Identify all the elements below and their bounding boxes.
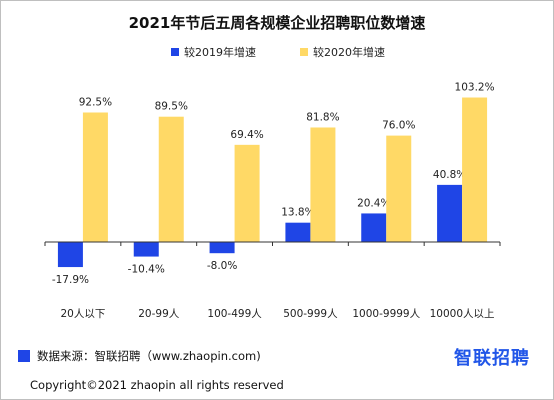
source-marker <box>18 350 30 362</box>
data-label-series-2-3: 81.8% <box>306 111 339 123</box>
bar-series-1-0 <box>57 242 83 268</box>
bar-series-2-3 <box>310 127 336 242</box>
bar-series-1-4 <box>361 213 387 242</box>
bar-series-2-5 <box>462 97 488 243</box>
legend-item-series-2: 较2020年增速 <box>300 44 385 60</box>
data-label-series-1-0: -17.9% <box>52 274 89 286</box>
brand-logo: 智联招聘 <box>454 348 530 369</box>
bar-series-1-2 <box>209 242 235 254</box>
chart-title: 2021年节后五周各规模企业招聘职位数增速 <box>128 14 426 32</box>
x-tick-label-4: 1000-9999人 <box>352 308 420 320</box>
data-label-series-2-4: 76.0% <box>382 120 415 132</box>
legend-label-series-2: 较2020年增速 <box>313 46 385 59</box>
x-tick-label-1: 20-99人 <box>138 308 180 320</box>
bar-series-1-3 <box>285 222 311 242</box>
data-label-series-2-1: 89.5% <box>155 101 188 113</box>
x-tick-label-3: 500-999人 <box>283 308 338 320</box>
bar-series-2-2 <box>234 144 260 242</box>
legend-swatch-series-2 <box>300 48 308 56</box>
data-source-text: 数据来源：智联招聘（www.zhaopin.com) <box>37 349 261 363</box>
bar-series-2-0 <box>82 112 108 242</box>
bar-series-1-5 <box>437 184 463 242</box>
data-label-series-1-4: 20.4% <box>357 197 390 209</box>
copyright-text: Copyright©2021 zhaopin all rights reserv… <box>30 378 284 392</box>
data-label-series-1-3: 13.8% <box>281 207 314 219</box>
legend-item-series-1: 较2019年增速 <box>171 44 256 60</box>
x-tick-label-0: 20人以下 <box>60 308 105 320</box>
data-label-series-2-2: 69.4% <box>230 129 263 141</box>
legend-label-series-1: 较2019年增速 <box>184 46 256 59</box>
x-tick-label-2: 100-499人 <box>207 308 262 320</box>
data-label-series-1-5: 40.8% <box>433 169 466 181</box>
chart-legend: 较2019年增速 较2020年增速 <box>0 44 554 60</box>
x-tick-label-5: 10000人以上 <box>430 308 495 320</box>
bar-series-1-1 <box>133 242 159 257</box>
data-label-series-1-2: -8.0% <box>207 260 237 272</box>
legend-swatch-series-1 <box>171 48 179 56</box>
bar-series-2-4 <box>386 135 412 242</box>
bar-series-2-1 <box>158 116 184 242</box>
data-label-series-2-5: 103.2% <box>455 82 495 94</box>
data-label-series-1-1: -10.4% <box>128 264 165 276</box>
data-label-series-2-0: 92.5% <box>79 97 112 109</box>
